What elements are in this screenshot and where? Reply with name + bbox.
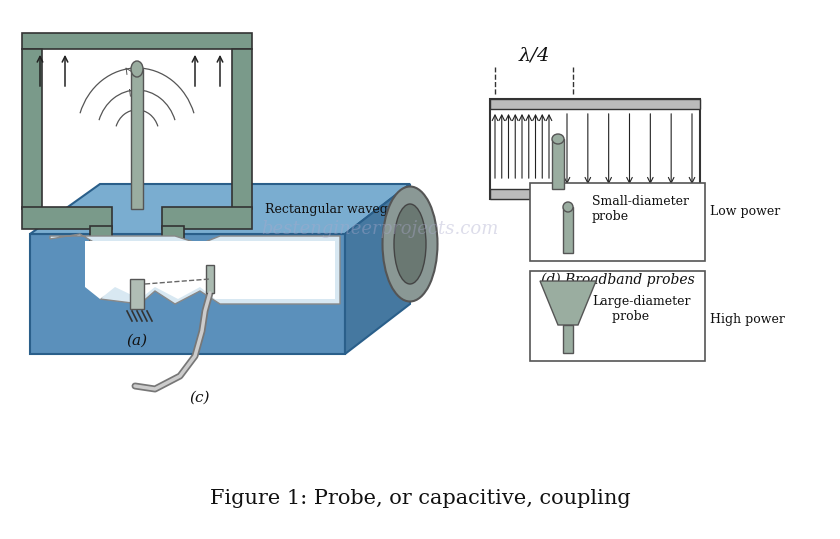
Bar (563, 325, 573, 353)
Text: (b): (b) (584, 237, 606, 251)
Polygon shape (345, 184, 410, 354)
Bar (490, 189, 700, 199)
Ellipse shape (394, 204, 426, 284)
Text: (c): (c) (190, 391, 210, 405)
Bar (530, 183, 705, 261)
Bar (490, 99, 700, 199)
Text: λ/4: λ/4 (518, 47, 549, 65)
Text: (a): (a) (127, 334, 148, 348)
Text: Low power: Low power (710, 204, 780, 218)
Bar (232, 49, 252, 209)
Text: Large-diameter
     probe: Large-diameter probe (592, 295, 690, 323)
Bar (548, 199, 568, 231)
Polygon shape (30, 184, 410, 234)
Bar (131, 69, 143, 209)
Bar (22, 207, 112, 229)
Ellipse shape (131, 61, 143, 77)
Polygon shape (540, 281, 596, 325)
Bar (563, 207, 573, 253)
Text: Small-diameter
probe: Small-diameter probe (592, 195, 689, 223)
Bar (162, 207, 252, 229)
Ellipse shape (382, 186, 438, 301)
Bar (130, 279, 144, 309)
Ellipse shape (552, 134, 564, 144)
Bar (162, 226, 184, 281)
Polygon shape (85, 241, 335, 299)
Text: Rectangular waveguide: Rectangular waveguide (265, 203, 415, 216)
Bar (22, 49, 42, 209)
Ellipse shape (563, 202, 573, 212)
Polygon shape (50, 234, 340, 304)
Bar (206, 265, 214, 293)
Bar (530, 271, 705, 361)
Bar (552, 139, 564, 189)
Text: Figure 1: Probe, or capacitive, coupling: Figure 1: Probe, or capacitive, coupling (210, 489, 630, 508)
Bar (90, 226, 112, 281)
Bar (22, 33, 252, 49)
Polygon shape (30, 234, 345, 354)
Text: (d) Broadband probes: (d) Broadband probes (541, 273, 695, 287)
Bar (490, 99, 700, 109)
Text: bestengineerprojects.com: bestengineerprojects.com (261, 220, 499, 238)
Text: High power: High power (710, 313, 785, 326)
